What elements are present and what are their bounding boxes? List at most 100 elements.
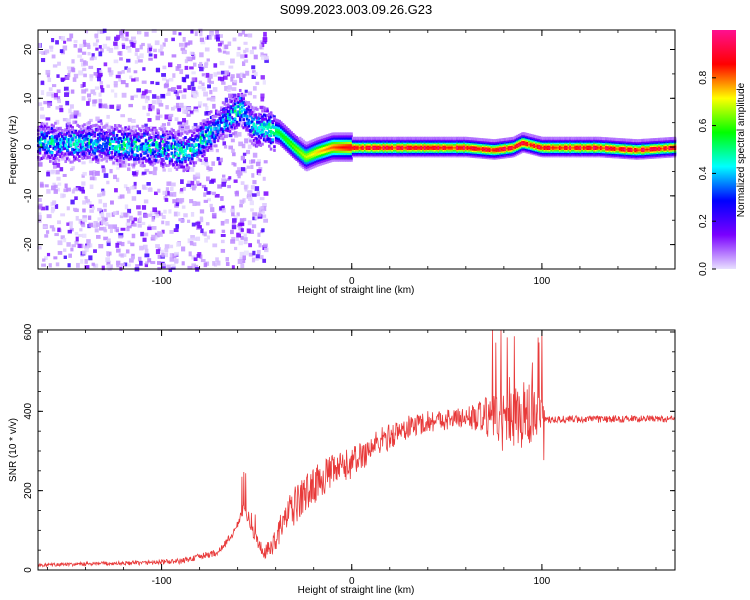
heatmap-cell: [192, 242, 197, 247]
heatmap-cell: [191, 71, 196, 75]
heatmap-cell: [62, 153, 66, 157]
heatmap-cell: [266, 139, 269, 143]
heatmap-cell: [303, 163, 307, 167]
heatmap-cell: [208, 35, 213, 40]
heatmap-cell: [170, 159, 174, 163]
heatmap-cell: [182, 110, 188, 114]
heatmap-cell: [468, 137, 471, 141]
heatmap-cell: [288, 134, 292, 138]
heatmap-cell: [103, 151, 107, 155]
heatmap-cell: [288, 136, 292, 140]
heatmap-cell: [297, 157, 300, 161]
heatmap-cell: [69, 132, 74, 136]
heatmap-cell: [98, 51, 103, 57]
heatmap-cell: [225, 103, 228, 107]
heatmap-cell: [100, 128, 103, 132]
heatmap-cell: [120, 212, 125, 216]
heatmap-cell: [250, 105, 254, 109]
heatmap-cell: [112, 155, 115, 159]
heatmap-cell: [163, 209, 167, 214]
heatmap-cell: [149, 161, 154, 166]
heatmap-cell: [189, 66, 194, 70]
heatmap-cell: [120, 154, 124, 158]
heatmap-cell: [495, 138, 499, 142]
heatmap-cell: [310, 148, 314, 152]
heatmap-cell: [190, 235, 195, 239]
heatmap-cell: [302, 155, 305, 159]
heatmap-cell: [131, 163, 134, 167]
heatmap-cell: [225, 115, 228, 119]
heatmap-cell: [216, 119, 220, 123]
heatmap-cell: [281, 140, 285, 144]
heatmap-cell: [291, 150, 295, 154]
heatmap-cell: [134, 153, 138, 157]
heatmap-cell: [230, 229, 234, 235]
heatmap-cell: [193, 122, 198, 128]
heatmap-cell: [84, 143, 88, 147]
heatmap-cell: [156, 131, 160, 135]
heatmap-cell: [52, 139, 56, 143]
heatmap-cell: [283, 135, 287, 139]
heatmap-cell: [191, 222, 196, 227]
heatmap-cell: [302, 166, 305, 170]
heatmap-cell: [309, 151, 312, 155]
heatmap-cell: [78, 139, 81, 143]
heatmap-cell: [84, 135, 88, 139]
heatmap-cell: [156, 108, 160, 113]
heatmap-cell: [72, 120, 77, 125]
heatmap-cell: [154, 210, 159, 215]
heatmap-cell: [182, 150, 186, 154]
heatmap-cell: [451, 136, 454, 140]
heatmap-cell: [43, 151, 47, 155]
heatmap-cell: [51, 38, 55, 43]
heatmap-cell: [334, 147, 338, 151]
heatmap-cell: [95, 39, 100, 43]
heatmap-cell: [143, 147, 146, 151]
heatmap-cell: [125, 37, 129, 42]
heatmap-cell: [372, 136, 376, 140]
heatmap-cell: [57, 132, 61, 136]
heatmap-cell: [95, 116, 100, 122]
heatmap-cell: [463, 136, 466, 140]
heatmap-cell: [341, 156, 345, 160]
heatmap-cell: [52, 161, 57, 165]
heatmap-cell: [236, 73, 241, 79]
heatmap-cell: [110, 153, 114, 157]
heatmap-cell: [52, 164, 57, 169]
heatmap-cell: [153, 132, 159, 136]
heatmap-cell: [220, 133, 223, 137]
heatmap-cell: [257, 134, 261, 138]
heatmap-cell: [173, 140, 177, 144]
heatmap-cell: [300, 138, 304, 142]
heatmap-cell: [221, 129, 225, 133]
heatmap-cell: [64, 92, 70, 97]
heatmap-cell: [326, 136, 329, 140]
heatmap-cell: [410, 136, 413, 140]
heatmap-cell: [327, 133, 331, 137]
heatmap-cell: [180, 165, 184, 169]
heatmap-cell: [199, 31, 203, 37]
heatmap-cell: [208, 166, 213, 171]
heatmap-cell: [333, 158, 336, 162]
heatmap-cell: [85, 198, 89, 204]
heatmap-cell: [105, 141, 109, 145]
heatmap-cell: [95, 155, 98, 159]
heatmap-cell: [156, 160, 160, 164]
heatmap-cell: [172, 191, 177, 197]
heatmap-cell: [256, 120, 259, 124]
heatmap-cell: [238, 226, 243, 231]
heatmap-cell: [165, 132, 168, 136]
heatmap-cell: [151, 100, 156, 105]
heatmap-cell: [339, 132, 343, 136]
heatmap-cell: [240, 99, 244, 103]
heatmap-cell: [150, 105, 155, 109]
heatmap-cell: [336, 138, 340, 142]
heatmap-cell: [93, 142, 97, 146]
heatmap-cell: [110, 147, 114, 151]
heatmap-cell: [348, 152, 352, 156]
heatmap-cell: [331, 139, 334, 143]
heatmap-cell: [245, 117, 249, 121]
heatmap-cell: [204, 133, 208, 137]
heatmap-cell: [213, 134, 216, 138]
heatmap-cell: [172, 135, 175, 139]
